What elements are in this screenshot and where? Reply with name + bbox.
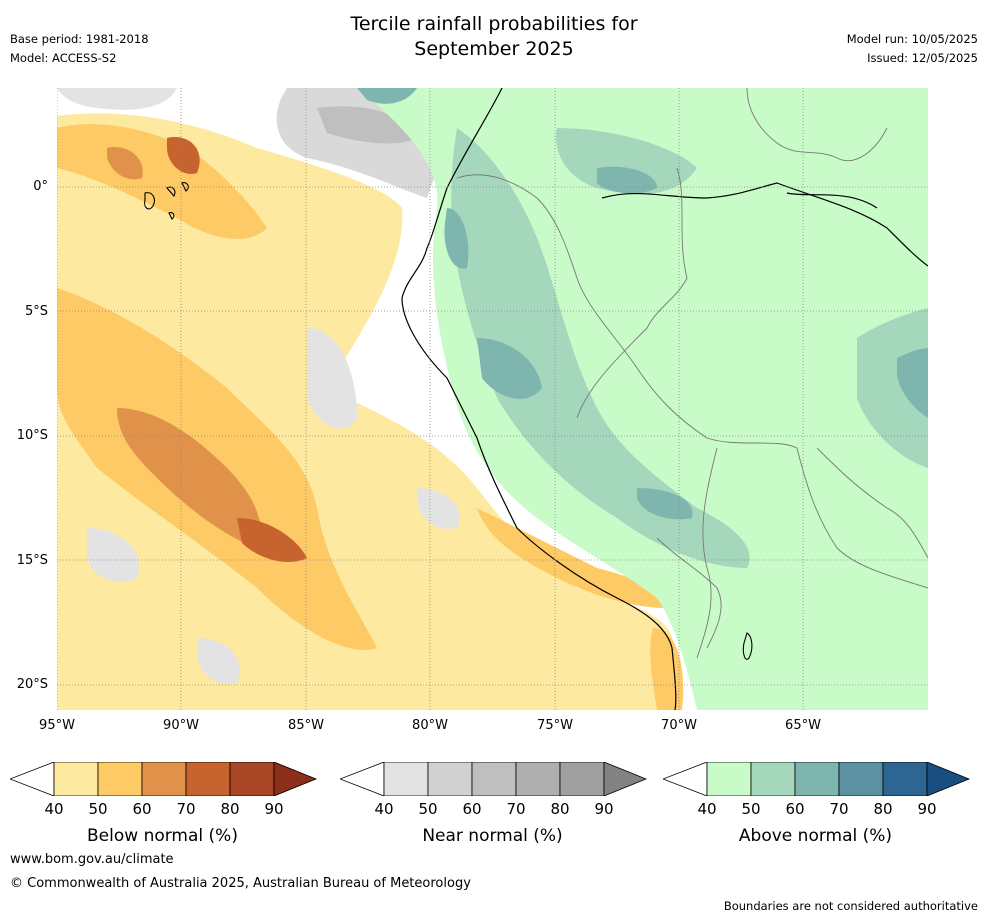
- below-normal-ticks: 40 50 60 70 80 90: [10, 800, 320, 820]
- meta-right: Model run: 10/05/2025 Issued: 12/05/2025: [847, 30, 978, 68]
- lon-label-85w: 85°W: [288, 718, 324, 733]
- lon-label-75w: 75°W: [537, 718, 573, 733]
- below-normal-region: [57, 113, 684, 710]
- lat-label-0: 0°: [33, 179, 48, 194]
- coastline: [401, 88, 928, 710]
- lon-label-80w: 80°W: [412, 718, 448, 733]
- colorbar-tick-label: 80: [873, 800, 893, 818]
- colorbar-near-normal: [338, 761, 648, 800]
- lat-label-5s: 5°S: [24, 304, 48, 319]
- colorbar-above-normal-svg: [661, 761, 971, 797]
- colorbar-below-normal-svg: [8, 761, 318, 797]
- colorbar-segment: [383, 761, 429, 797]
- boundaries-disclaimer: Boundaries are not considered authoritat…: [723, 899, 978, 913]
- colorbar-tick-label: 90: [917, 800, 937, 818]
- model-name: Model: ACCESS-S2: [10, 51, 117, 65]
- colorbar-segment: [97, 761, 143, 797]
- footer-url[interactable]: www.bom.gov.au/climate: [10, 852, 174, 867]
- map-canvas: [57, 88, 928, 710]
- colorbar-tick-label: 60: [462, 800, 482, 818]
- lat-label-10s: 10°S: [16, 428, 48, 443]
- colorbar-segment: [706, 761, 752, 797]
- near-normal-ticks: 40 50 60 70 80 90: [340, 800, 650, 820]
- colorbar-segment: [882, 761, 928, 797]
- colorbar-segment: [141, 761, 187, 797]
- colorbar-tick-label: 80: [550, 800, 570, 818]
- colorbar-extend-high: [603, 761, 648, 797]
- graticule: [57, 88, 928, 710]
- colorbar-segment: [559, 761, 605, 797]
- colorbar-extend-high: [926, 761, 971, 797]
- near-normal-title: Near normal (%): [422, 826, 563, 846]
- colorbar-tick-label: 90: [594, 800, 614, 818]
- colorbar-tick-label: 40: [44, 800, 64, 818]
- map-title: Tercile rainfall probabilities for Septe…: [0, 12, 988, 62]
- colorbar-tick-label: 40: [374, 800, 394, 818]
- lon-label-65w: 65°W: [785, 718, 821, 733]
- lon-label-95w: 95°W: [39, 718, 75, 733]
- colorbar-tick-label: 70: [176, 800, 196, 818]
- colorbar-tick-label: 50: [88, 800, 108, 818]
- colorbar-segment: [53, 761, 99, 797]
- probability-map: [57, 88, 928, 710]
- colorbar-segment: [515, 761, 561, 797]
- colorbar-tick-label: 70: [829, 800, 849, 818]
- colorbar-segment: [471, 761, 517, 797]
- meta-left: Base period: 1981-2018 Model: ACCESS-S2: [10, 30, 149, 68]
- above-normal-title: Above normal (%): [738, 826, 893, 846]
- title-line-1: Tercile rainfall probabilities for: [350, 13, 638, 35]
- colorbar-extend-low: [338, 761, 385, 797]
- colorbar-tick-label: 90: [264, 800, 284, 818]
- colorbar-extend-low: [661, 761, 708, 797]
- colorbar-segment: [229, 761, 275, 797]
- colorbar-near-normal-svg: [338, 761, 648, 797]
- below-normal-title: Below normal (%): [87, 826, 238, 846]
- colorbar-segment: [750, 761, 796, 797]
- colorbar-tick-label: 80: [220, 800, 240, 818]
- colorbar-segment: [838, 761, 884, 797]
- colorbar-extend-high: [273, 761, 318, 797]
- colorbar-below-normal: [8, 761, 318, 800]
- colorbar-segment: [185, 761, 231, 797]
- lon-label-70w: 70°W: [661, 718, 697, 733]
- colorbar-above-normal: [661, 761, 971, 800]
- colorbar-tick-label: 50: [418, 800, 438, 818]
- country-borders: [456, 88, 928, 659]
- colorbar-extend-low: [8, 761, 55, 797]
- colorbar-tick-label: 40: [697, 800, 717, 818]
- colorbar-tick-label: 60: [785, 800, 805, 818]
- lat-label-20s: 20°S: [16, 677, 48, 692]
- colorbar-segment: [794, 761, 840, 797]
- colorbar-segment: [427, 761, 473, 797]
- issued-date: Issued: 12/05/2025: [867, 51, 978, 65]
- base-period: Base period: 1981-2018: [10, 32, 149, 46]
- lon-label-90w: 90°W: [163, 718, 199, 733]
- colorbar-tick-label: 70: [506, 800, 526, 818]
- lake-titicaca: [742, 632, 753, 660]
- lat-label-15s: 15°S: [16, 553, 48, 568]
- colorbar-tick-label: 60: [132, 800, 152, 818]
- footer-copyright: © Commonwealth of Australia 2025, Austra…: [10, 876, 471, 891]
- colorbar-tick-label: 50: [741, 800, 761, 818]
- above-normal-ticks: 40 50 60 70 80 90: [663, 800, 973, 820]
- title-line-2: September 2025: [414, 38, 574, 60]
- model-run: Model run: 10/05/2025: [846, 32, 978, 46]
